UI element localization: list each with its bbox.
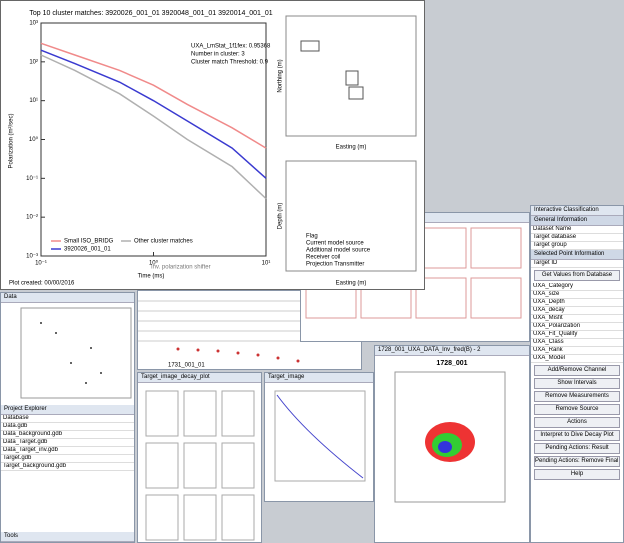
button[interactable]: Get Values from Database	[534, 270, 620, 281]
chart-title: Top 10 cluster matches: 3920026_001_01 3…	[29, 10, 272, 17]
decay-chart: Top 10 cluster matches: 3920026_001_01 3…	[9, 10, 417, 287]
map-legend: Additional model source	[306, 248, 371, 254]
x-tick-label: 10¹	[262, 261, 271, 267]
tools-bar: Tools	[1, 532, 134, 542]
field: UXA_decay	[531, 307, 623, 315]
project-window: Data Project Explorer Database Data.gdb Da…	[0, 292, 135, 543]
x-axis-label: Time (ms)	[138, 274, 165, 280]
annotation: Cluster match Threshold: 0.9	[191, 60, 269, 66]
tree-item[interactable]: Data_background.gdb	[1, 431, 134, 439]
map-legend: Receiver coil	[306, 255, 340, 261]
classification-panel: Interactive Classification General Infor…	[530, 205, 624, 543]
button[interactable]: Actions	[534, 417, 620, 428]
rows: UXA_Category UXA_size UXA_Depth UXA_decay UX…	[531, 283, 623, 363]
window-title: 1728_001_UXA_DATA_Inv_fred(B) - 2	[375, 346, 529, 356]
series-line	[40, 54, 267, 200]
overview-map	[20, 307, 132, 399]
small-plot	[274, 390, 366, 482]
decay-main-window: Top 10 cluster matches: 3920026_001_01 3…	[0, 0, 425, 290]
tree-item[interactable]: Target_background.gdb	[1, 463, 134, 471]
button[interactable]: Interpret to Dive Decay Plot	[534, 430, 620, 441]
inv-subtitle: 1728_001	[436, 360, 468, 367]
y-tick-label: 10⁰	[29, 136, 39, 143]
easting-label: Easting (m)	[336, 281, 367, 287]
tree-item[interactable]: Data_Target_inv.gdb	[1, 447, 134, 455]
y-tick-label: 10²	[29, 59, 38, 65]
button[interactable]: Help	[534, 469, 620, 480]
y-tick-label: 10⁻²	[26, 215, 38, 221]
button[interactable]: Show Intervals	[534, 378, 620, 389]
plot-created: Plot created: 00/00/2016	[9, 281, 75, 287]
tree-item[interactable]: Target.gdb	[1, 455, 134, 463]
field: Dataset Name	[531, 226, 623, 234]
tree: Database Data.gdb Data_background.gdb Data_…	[1, 415, 134, 471]
row-id: 1731_001_01	[168, 363, 205, 369]
map-legend: Current model source	[306, 241, 364, 247]
legend-entry: Inv. polarization shifter	[151, 265, 211, 271]
field: Target group	[531, 242, 623, 250]
heatmap	[394, 371, 506, 503]
field: Target database	[531, 234, 623, 242]
fields: Dataset Name Target database Target group	[531, 226, 623, 250]
window-title: Data	[1, 293, 134, 303]
section: Selected Point Information	[531, 250, 623, 260]
legend-entry: Small ISO_BRIDG	[64, 239, 114, 245]
button[interactable]: Pending Actions: Remove Final Maps	[534, 456, 620, 467]
depth-label: Depth (m)	[278, 203, 284, 230]
window-title: Target_image	[265, 373, 373, 383]
tree-item[interactable]: Database	[1, 415, 134, 423]
field: UXA_Fit_Quality	[531, 331, 623, 339]
annotation: Number in cluster: 3	[191, 52, 245, 58]
legend-entry: Other cluster matches	[134, 239, 193, 245]
tree-item[interactable]: Data.gdb	[1, 423, 134, 431]
easting-label: Easting (m)	[336, 145, 367, 151]
map-legend: Projection Transmitter	[306, 262, 364, 268]
field: UXA_Model	[531, 355, 623, 363]
legend-entry: 3920026_001_01	[64, 247, 111, 253]
y-tick-label: 10⁻³	[26, 254, 38, 260]
series-line	[40, 49, 267, 179]
field: Target ID	[531, 260, 623, 268]
small-window: Target_image	[264, 372, 374, 502]
y-tick-label: 10⁻¹	[26, 176, 38, 182]
y-tick-label: 10³	[29, 21, 38, 27]
section: General Information	[531, 216, 623, 226]
field: UXA_Misfit	[531, 315, 623, 323]
y-axis-label: Polarization (m²/sec)	[9, 113, 15, 168]
window-title: Target_image_decay_plot	[138, 373, 261, 383]
button[interactable]: Add/Remove Channel	[534, 365, 620, 376]
button[interactable]: Remove Source	[534, 404, 620, 415]
field: UXA_Polarization	[531, 323, 623, 331]
field: UXA_Rank	[531, 347, 623, 355]
button[interactable]: Pending Actions: Result	[534, 443, 620, 454]
decay-plot-window: Target_image_decay_plot	[137, 372, 262, 543]
x-tick-label: 10⁰	[149, 260, 159, 267]
field: UXA_Class	[531, 339, 623, 347]
field: UXA_Category	[531, 283, 623, 291]
window-title: Project Explorer	[1, 405, 134, 415]
panel-title: Interactive Classification	[531, 206, 623, 216]
field: UXA_Depth	[531, 299, 623, 307]
tree-item[interactable]: Data_Target.gdb	[1, 439, 134, 447]
field: UXA_size	[531, 291, 623, 299]
northing-label: Northing (m)	[278, 59, 284, 92]
map-legend: Flag	[306, 234, 318, 240]
annotation: UXA_LmStat_1f1fex: 0.95368	[191, 44, 271, 50]
series-line	[40, 42, 267, 149]
decay-grid	[145, 390, 255, 541]
x-tick-label: 10⁻¹	[35, 261, 47, 267]
buttons: Add/Remove Channel Show Intervals Remove M…	[531, 365, 623, 480]
inversion-window: 1728_001_UXA_DATA_Inv_fred(B) - 2 1728_0…	[374, 345, 530, 543]
plot-frame	[40, 22, 267, 257]
y-tick-label: 10¹	[29, 98, 38, 104]
button[interactable]: Remove Measurements	[534, 391, 620, 402]
